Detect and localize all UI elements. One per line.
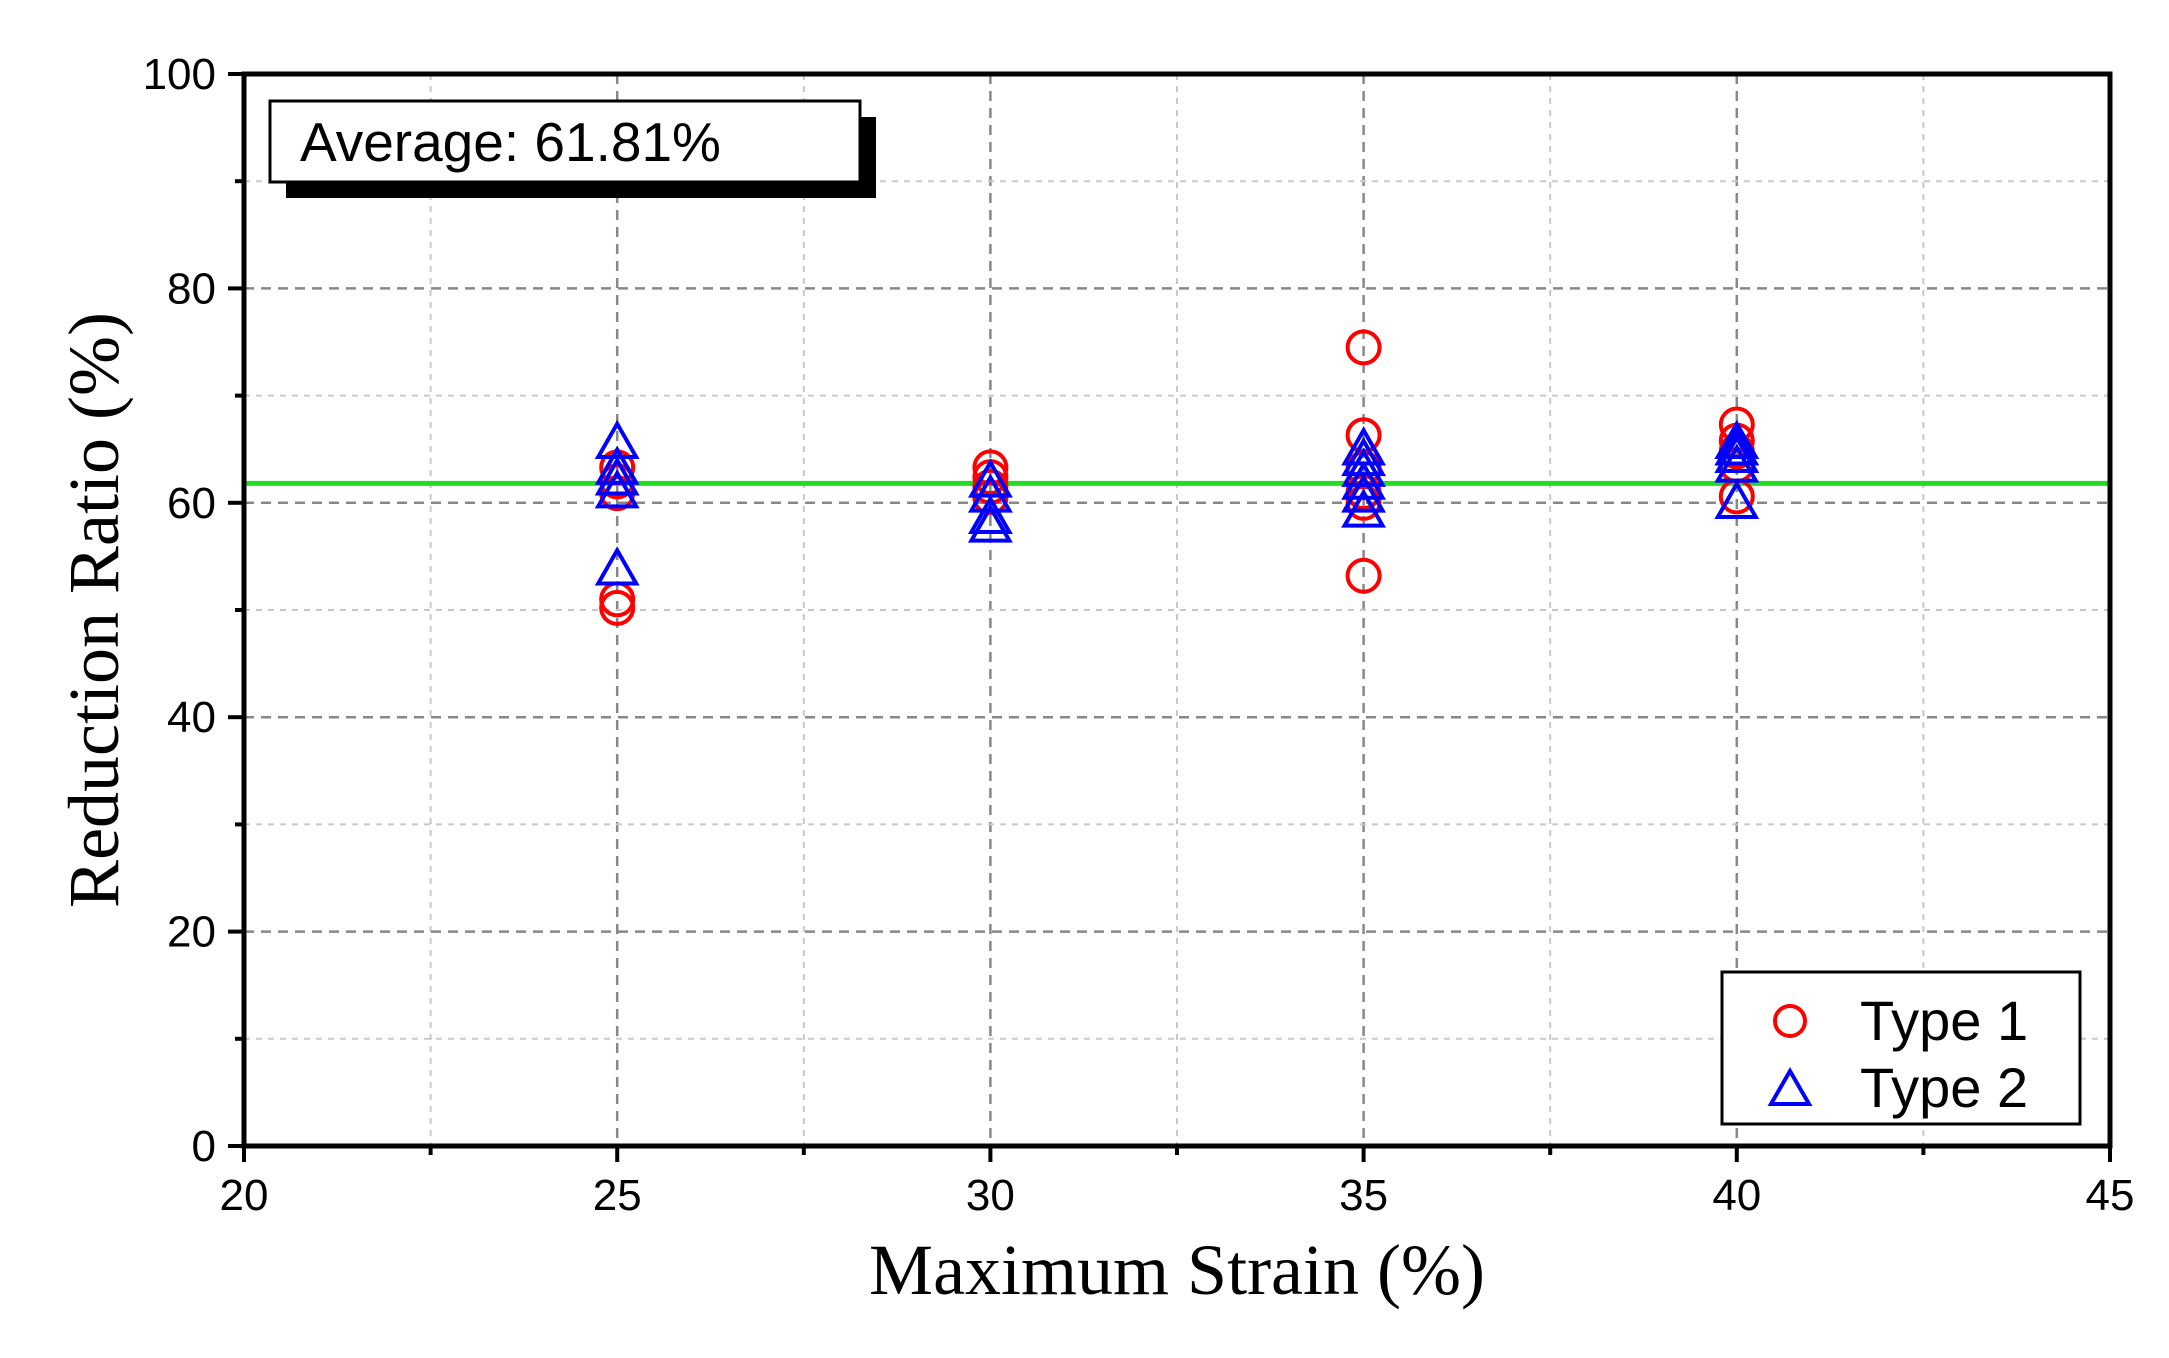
data-point-type-2 — [1714, 433, 1760, 473]
x-axis-title: Maximum Strain (%) — [869, 1230, 1485, 1310]
data-point-type-2 — [594, 546, 640, 586]
data-point-type-1 — [599, 589, 636, 626]
y-axis-title: Reduction Ratio (%) — [54, 312, 134, 908]
data-point-type-2 — [1714, 426, 1760, 466]
data-point-type-2 — [1341, 488, 1387, 528]
data-point-type-2 — [1714, 419, 1760, 460]
data-point-type-2 — [594, 469, 640, 509]
data-point-type-2 — [967, 494, 1013, 535]
average-annotation: Average: 61.81% — [268, 99, 876, 198]
x-tick-label: 25 — [593, 1171, 642, 1220]
y-tick-label: 80 — [167, 264, 216, 313]
average-annotation-text: Average: 61.81% — [300, 111, 721, 173]
data-point-type-2 — [967, 503, 1013, 543]
x-tick-label: 35 — [1339, 1171, 1388, 1220]
data-point-type-1 — [1345, 329, 1382, 366]
legend-label-type-2: Type 2 — [1860, 1056, 2028, 1119]
legend: Type 1 Type 2 — [1720, 970, 2082, 1126]
data-point-type-2 — [1341, 447, 1387, 487]
data-point-type-2 — [1341, 460, 1387, 500]
legend-label-type-1: Type 1 — [1860, 989, 2028, 1052]
y-tick-label: 60 — [167, 479, 216, 528]
data-point-type-2 — [1341, 473, 1387, 513]
data-point-type-2 — [594, 445, 640, 485]
grid — [244, 74, 2110, 1146]
x-tick-label: 20 — [220, 1171, 269, 1220]
data-point-type-1 — [1345, 557, 1382, 594]
x-tick-label: 30 — [966, 1171, 1015, 1220]
legend-marker-type-2 — [1767, 1066, 1813, 1106]
y-tick-label: 20 — [167, 908, 216, 957]
y-tick-label: 0 — [192, 1122, 216, 1171]
x-tick-label: 40 — [1712, 1171, 1761, 1220]
data-point-type-2 — [1714, 479, 1760, 520]
y-tick-label: 100 — [143, 50, 216, 99]
y-tick-label: 40 — [167, 693, 216, 742]
data-point-type-2 — [594, 456, 640, 496]
legend-marker-type-1 — [1773, 1004, 1807, 1038]
x-tick-label: 45 — [2086, 1171, 2135, 1220]
legend-box — [1720, 970, 2082, 1126]
data-points — [594, 329, 1760, 626]
